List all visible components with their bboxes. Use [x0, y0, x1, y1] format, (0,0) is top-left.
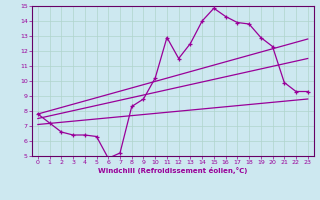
X-axis label: Windchill (Refroidissement éolien,°C): Windchill (Refroidissement éolien,°C) — [98, 167, 247, 174]
